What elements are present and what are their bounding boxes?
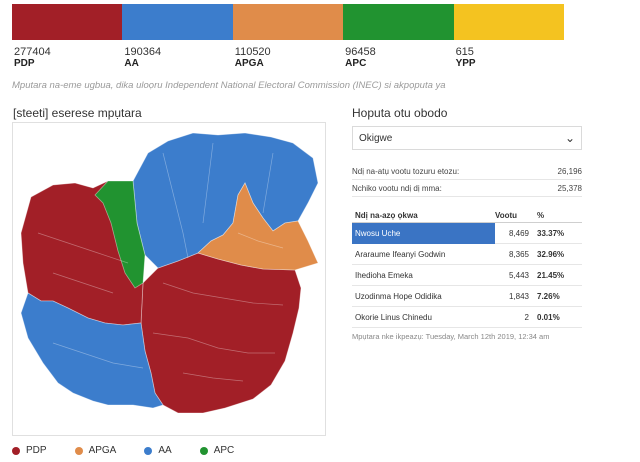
- constituency-select[interactable]: Okigwe ⌄: [352, 126, 582, 150]
- table-row: Nwosu Uche 8,469 33.37%: [352, 222, 582, 244]
- stat-registered-voters: Ndị na-atụ vootu tozuru etozu: 26,196: [352, 163, 582, 180]
- lga-boundary: [37, 232, 129, 264]
- candidate-name: Nwosu Uche: [352, 222, 495, 244]
- lga-boundary: [162, 152, 189, 259]
- candidate-votes: 8,365: [508, 249, 529, 259]
- constituency-select-title: Hoputa otu obodo: [352, 106, 448, 120]
- table-row: Ihedioha Emeka 5,443 21.45%: [352, 265, 582, 286]
- legend-item-aa: AA: [144, 445, 172, 456]
- party-votes: 615: [455, 46, 474, 58]
- turnout-stats: Ndị na-atụ vootu tozuru etozu: 26,196 Nc…: [352, 163, 582, 197]
- legend-label: PDP: [26, 445, 47, 456]
- legend-dot-icon: [199, 446, 208, 455]
- lga-boundary: [162, 282, 284, 306]
- candidate-percent: 21.45%: [537, 270, 565, 280]
- party-total-ypp: 615 YPP: [454, 46, 564, 70]
- candidate-percent: 33.37%: [537, 228, 565, 238]
- map-legend: PDP APGA AA APC: [12, 445, 262, 456]
- header-candidate: Ndị na-azọ ọkwa: [355, 211, 418, 220]
- legend-dot-icon: [74, 446, 83, 455]
- candidate-percent: 32.96%: [537, 249, 565, 259]
- stat-value: 25,378: [557, 184, 582, 193]
- party-totals: 277404 PDP 190364 AA 110520 APGA 96458 A…: [12, 4, 564, 70]
- lga-region-apc-northwest[interactable]: [94, 180, 146, 289]
- results-panel: Hoputa otu obodo Okigwe ⌄ Ndị na-atụ voo…: [352, 106, 582, 341]
- legend-item-pdp: PDP: [12, 445, 47, 456]
- legend-label: APGA: [88, 445, 117, 456]
- party-total-apga: 110520 APGA: [233, 46, 343, 70]
- lga-region-aa-southwest[interactable]: [20, 292, 164, 409]
- legend-item-apga: APGA: [74, 445, 117, 456]
- candidate-votes: 8,469: [508, 228, 529, 238]
- candidate-votes: 1,843: [508, 291, 529, 301]
- party-votes: 110520: [234, 46, 271, 58]
- party-votes: 96458: [345, 46, 376, 58]
- legend-label: AA: [158, 445, 172, 456]
- state-map-svg: [20, 132, 319, 414]
- legend-dot-icon: [12, 446, 20, 455]
- map-title: [steeti] eserese mpụtara: [13, 106, 142, 120]
- constituency-select-value: Okigwe: [359, 132, 393, 144]
- party-bar-ypp: [453, 4, 564, 40]
- header-votes: Vootu: [495, 211, 518, 220]
- party-name: APGA: [234, 58, 264, 69]
- table-row: Araraume Ifeanyi Godwin 8,365 32.96%: [352, 244, 582, 265]
- lga-boundary: [202, 142, 214, 224]
- candidate-name: Ihedioha Emeka: [355, 270, 413, 280]
- state-map: [12, 122, 326, 436]
- party-name: YPP: [455, 58, 476, 69]
- lga-region-pdp-south[interactable]: [140, 252, 302, 414]
- last-updated: Mpụtara nke ikpeazụ: Tuesday, March 12th…: [352, 332, 550, 341]
- party-name: APC: [345, 58, 367, 69]
- candidate-table-header: Ndị na-azọ ọkwa Vootu %: [352, 211, 582, 223]
- party-total-aa: 190364 AA: [122, 46, 232, 70]
- party-color-bar: [12, 4, 564, 40]
- party-votes: 277404: [14, 46, 51, 58]
- candidate-name: Araraume Ifeanyi Godwin: [355, 249, 446, 259]
- candidate-name: Okorie Linus Chinedu: [355, 312, 432, 322]
- lga-boundary: [182, 372, 244, 382]
- stat-label: Ndị na-atụ vootu tozuru etozu:: [352, 167, 460, 176]
- lga-boundary: [52, 342, 144, 369]
- lga-region-apga-east[interactable]: [197, 182, 319, 271]
- candidate-percent: 7.26%: [537, 291, 560, 301]
- stat-valid-votes: Nchiko vootu ndị dị mma: 25,378: [352, 180, 582, 197]
- chevron-down-icon: ⌄: [564, 131, 575, 145]
- party-bar-apga: [232, 4, 344, 40]
- lga-boundary: [152, 332, 275, 354]
- stat-value: 26,196: [557, 167, 582, 176]
- party-total-apc: 96458 APC: [343, 46, 453, 70]
- party-bar-pdp: [12, 4, 123, 40]
- party-bar-aa: [122, 4, 233, 40]
- party-total-pdp: 277404 PDP: [12, 46, 122, 70]
- party-bar-apc: [343, 4, 454, 40]
- table-row: Okorie Linus Chinedu 2 0.01%: [352, 307, 582, 328]
- party-name: AA: [124, 58, 139, 69]
- stat-label: Nchiko vootu ndị dị mma:: [352, 184, 442, 193]
- header-percent: %: [537, 211, 545, 220]
- party-votes: 190364: [124, 46, 162, 58]
- party-name: PDP: [14, 58, 35, 69]
- source-note: Mputara na-eme ugbua, dika uloọru Indepe…: [12, 80, 446, 91]
- lga-boundary: [262, 152, 274, 214]
- candidate-percent: 0.01%: [537, 312, 560, 322]
- lga-boundary: [52, 272, 114, 294]
- legend-label: APC: [213, 445, 235, 456]
- candidate-name: Uzodinma Hope Odidika: [355, 291, 442, 301]
- table-row: Uzodinma Hope Odidika 1,843 7.26%: [352, 286, 582, 307]
- legend-item-apc: APC: [199, 445, 235, 456]
- candidate-votes: 5,443: [508, 270, 529, 280]
- candidate-votes: 2: [524, 312, 529, 322]
- lga-boundary: [237, 232, 284, 249]
- legend-dot-icon: [144, 446, 153, 455]
